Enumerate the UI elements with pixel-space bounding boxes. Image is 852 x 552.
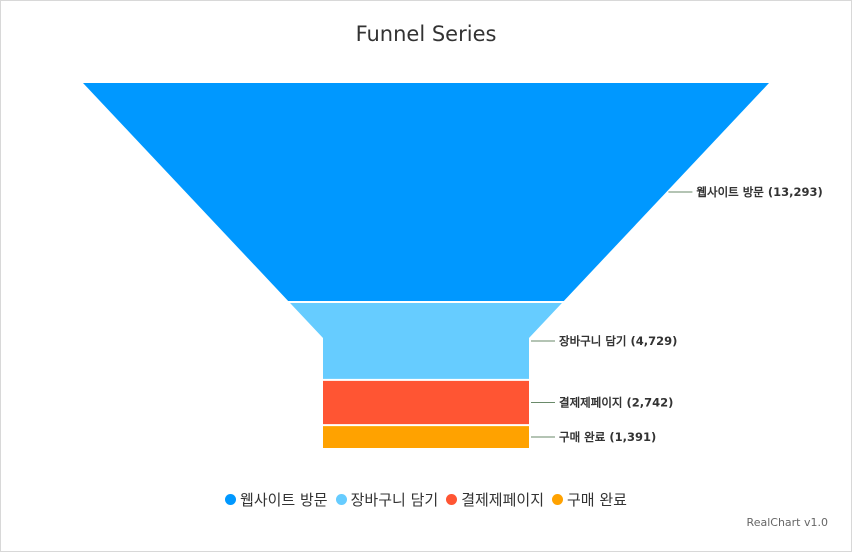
legend-item-checkout-page[interactable]: 결제제페이지 — [446, 489, 544, 510]
funnel-segment-checkout-page[interactable] — [323, 380, 529, 425]
chart-title: Funnel Series — [355, 22, 497, 46]
legend-label-website-visit: 웹사이트 방문 — [240, 491, 328, 509]
data-label-add-to-cart: 장바구니 담기 (4,729) — [559, 334, 677, 348]
legend-marker-website-visit — [225, 494, 237, 505]
funnel-segment-add-to-cart[interactable] — [290, 303, 562, 379]
legend-item-add-to-cart[interactable]: 장바구니 담기 — [335, 489, 439, 510]
chart-legend: 웹사이트 방문 장바구니 담기 결제제페이지 구매 완료 — [0, 489, 852, 510]
data-label-checkout-page: 결제제페이지 (2,742) — [559, 395, 673, 409]
legend-label-add-to-cart: 장바구니 담기 — [350, 491, 439, 509]
legend-label-purchase-complete: 구매 완료 — [567, 491, 627, 509]
legend-marker-checkout-page — [446, 494, 458, 505]
credits-label: RealChart v1.0 — [746, 516, 828, 529]
legend-label-checkout-page: 결제제페이지 — [461, 491, 544, 509]
data-label-website-visit: 웹사이트 방문 (13,293) — [696, 185, 822, 199]
funnel-segment-purchase-complete[interactable] — [323, 426, 529, 448]
legend-marker-add-to-cart — [335, 494, 347, 505]
data-label-purchase-complete: 구매 완료 (1,391) — [559, 430, 656, 444]
legend-item-website-visit[interactable]: 웹사이트 방문 — [225, 489, 328, 510]
legend-item-purchase-complete[interactable]: 구매 완료 — [552, 489, 627, 510]
funnel-segment-website-visit[interactable] — [83, 83, 769, 301]
legend-marker-purchase-complete — [552, 494, 563, 505]
